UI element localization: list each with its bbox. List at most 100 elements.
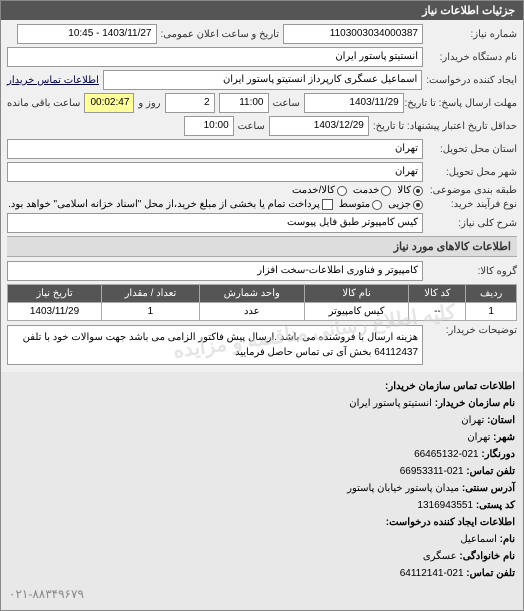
- remaining-time-field: 00:02:47: [84, 93, 134, 113]
- buyer-contact-link[interactable]: اطلاعات تماس خریدار: [7, 75, 99, 86]
- announce-field: 1403/11/27 - 10:45: [17, 24, 157, 44]
- checkbox-treasury[interactable]: پرداخت تمام یا بخشی از مبلغ خرید،از محل …: [8, 199, 333, 210]
- row-deadline: مهلت ارسال پاسخ: تا تاریخ: 1403/11/29 سا…: [7, 93, 517, 113]
- contact-phone-label: تلفن تماس:: [466, 466, 515, 477]
- cell-row: 1: [466, 303, 517, 321]
- cell-code: --: [409, 303, 466, 321]
- contact-address-label: آدرس سنتی:: [462, 483, 515, 494]
- radio-dot-icon: [413, 200, 423, 210]
- radio-both[interactable]: کالا/خدمت: [292, 185, 347, 196]
- process-radio-group: جزیی متوسط پرداخت تمام یا بخشی از مبلغ خ…: [8, 199, 423, 210]
- panel-body: شماره نیاز: 1103003034000387 تاریخ و ساع…: [1, 20, 523, 372]
- checkbox-icon: [322, 199, 333, 210]
- table-header-row: ردیف کد کالا نام کالا واحد شمارش تعداد /…: [8, 285, 517, 303]
- deadline-time-field: 11:00: [219, 93, 269, 113]
- goods-group-label: گروه کالا:: [427, 266, 517, 277]
- contact-section-title: اطلاعات تماس سازمان خریدار:: [385, 381, 515, 392]
- row-process: نوع فرآیند خرید: جزیی متوسط پرداخت تمام …: [7, 199, 517, 210]
- contact-name: اسماعیل: [460, 534, 497, 545]
- contact-city: تهران: [467, 432, 490, 443]
- cell-qty: 1: [102, 303, 200, 321]
- radio-dot-icon: [372, 200, 382, 210]
- remaining-days-label: روز و: [138, 98, 160, 109]
- cell-unit: عدد: [199, 303, 304, 321]
- contact-family: عسگری: [423, 551, 457, 562]
- radio-medium[interactable]: متوسط: [339, 199, 382, 210]
- col-qty: تعداد / مقدار: [102, 285, 200, 303]
- details-panel: جزئیات اطلاعات نیاز شماره نیاز: 11030030…: [0, 0, 524, 611]
- contact-org: انستیتو پاستور ایران: [349, 398, 432, 409]
- deadline-date-field: 1403/11/29: [304, 93, 404, 113]
- row-province: استان محل تحویل: تهران: [7, 139, 517, 159]
- panel-title: جزئیات اطلاعات نیاز: [1, 1, 523, 20]
- request-no-label: شماره نیاز:: [427, 29, 517, 40]
- goods-group-field: کامپیوتر و فناوری اطلاعات-سخت افزار: [7, 261, 423, 281]
- category-label: طبقه بندی موضوعی:: [427, 185, 517, 196]
- notes-label: توضیحات خریدار:: [427, 325, 517, 336]
- row-desc: شرح کلی نیاز: کیس کامپیوتر طبق فایل پیوس…: [7, 213, 517, 233]
- row-notes: توضیحات خریدار: هزینه ارسال با فروشنده م…: [7, 325, 517, 365]
- radio-dot-icon: [337, 186, 347, 196]
- row-buyer-org: نام دستگاه خریدار: انستیتو پاستور ایران: [7, 47, 517, 67]
- validity-label: حداقل تاریخ اعتبار پیشنهاد: تا تاریخ:: [373, 121, 517, 132]
- validity-time-label: ساعت: [238, 121, 265, 132]
- col-name: نام کالا: [304, 285, 409, 303]
- deadline-label: مهلت ارسال پاسخ: تا تاریخ:: [408, 98, 517, 109]
- radio-dot-icon: [413, 186, 423, 196]
- validity-time-field: 10:00: [184, 116, 234, 136]
- row-validity: حداقل تاریخ اعتبار پیشنهاد: تا تاریخ: 14…: [7, 116, 517, 136]
- contact-tel: 021-64112141: [400, 568, 464, 579]
- col-code: کد کالا: [409, 285, 466, 303]
- contact-org-label: نام سازمان خریدار:: [435, 398, 515, 409]
- goods-table: ردیف کد کالا نام کالا واحد شمارش تعداد /…: [7, 284, 517, 321]
- notes-box: هزینه ارسال با فروشنده می باشد .ارسال پی…: [7, 325, 423, 365]
- cell-date: 1403/11/29: [8, 303, 102, 321]
- desc-field: کیس کامپیوتر طبق فایل پیوست: [7, 213, 423, 233]
- row-request-no: شماره نیاز: 1103003034000387 تاریخ و ساع…: [7, 24, 517, 44]
- contact-postal-label: کد پستی:: [476, 500, 515, 511]
- contact-phone: 021-66953311: [400, 466, 464, 477]
- row-creator: ایجاد کننده درخواست: اسماعیل عسگری کارپر…: [7, 70, 517, 90]
- creator-field: اسماعیل عسگری کارپرداز انستیتو پاستور ای…: [103, 70, 422, 90]
- contact-fax-label: دورنگار:: [481, 449, 515, 460]
- contact-province: تهران: [461, 415, 484, 426]
- creator-section-title: اطلاعات ایجاد کننده درخواست:: [386, 517, 515, 528]
- goods-section-title: اطلاعات کالاهای مورد نیاز: [7, 236, 517, 257]
- contact-fax: 021-66465132: [414, 449, 479, 460]
- province-label: استان محل تحویل:: [427, 144, 517, 155]
- remaining-days-field: 2: [165, 93, 215, 113]
- contact-tel-label: تلفن تماس:: [466, 568, 515, 579]
- province-field: تهران: [7, 139, 423, 159]
- deadline-time-label: ساعت: [273, 98, 300, 109]
- row-city: شهر محل تحویل: تهران: [7, 162, 517, 182]
- buyer-org-field: انستیتو پاستور ایران: [7, 47, 423, 67]
- col-row: ردیف: [466, 285, 517, 303]
- radio-minor[interactable]: جزیی: [388, 199, 423, 210]
- category-radio-group: کالا خدمت کالا/خدمت: [292, 185, 423, 196]
- contact-name-label: نام:: [500, 534, 515, 545]
- announce-label: تاریخ و ساعت اعلان عمومی:: [161, 29, 280, 40]
- creator-label: ایجاد کننده درخواست:: [426, 75, 517, 86]
- radio-service[interactable]: خدمت: [353, 185, 392, 196]
- contact-city-label: شهر:: [493, 432, 515, 443]
- radio-dot-icon: [381, 186, 391, 196]
- col-date: تاریخ نیاز: [8, 285, 102, 303]
- desc-label: شرح کلی نیاز:: [427, 218, 517, 229]
- city-label: شهر محل تحویل:: [427, 167, 517, 178]
- buyer-org-label: نام دستگاه خریدار:: [427, 52, 517, 63]
- validity-date-field: 1403/12/29: [269, 116, 369, 136]
- process-label: نوع فرآیند خرید:: [427, 199, 517, 210]
- request-no-field: 1103003034000387: [283, 24, 423, 44]
- contact-province-label: استان:: [487, 415, 515, 426]
- contact-family-label: نام خانوادگی:: [459, 551, 515, 562]
- radio-goods[interactable]: کالا: [397, 185, 423, 196]
- col-unit: واحد شمارش: [199, 285, 304, 303]
- city-field: تهران: [7, 162, 423, 182]
- remaining-time-label: ساعت باقی مانده: [7, 98, 80, 109]
- cell-name: کیس کامپیوتر: [304, 303, 409, 321]
- row-goods-group: گروه کالا: کامپیوتر و فناوری اطلاعات-سخت…: [7, 261, 517, 281]
- table-row: 1 -- کیس کامپیوتر عدد 1 1403/11/29: [8, 303, 517, 321]
- contact-postal: 1316943551: [417, 500, 473, 511]
- footer-phone: ۰۲۱-۸۸۳۴۹۶۷۹: [9, 584, 515, 604]
- contact-address: میدان پاستور خیابان پاستور: [347, 483, 459, 494]
